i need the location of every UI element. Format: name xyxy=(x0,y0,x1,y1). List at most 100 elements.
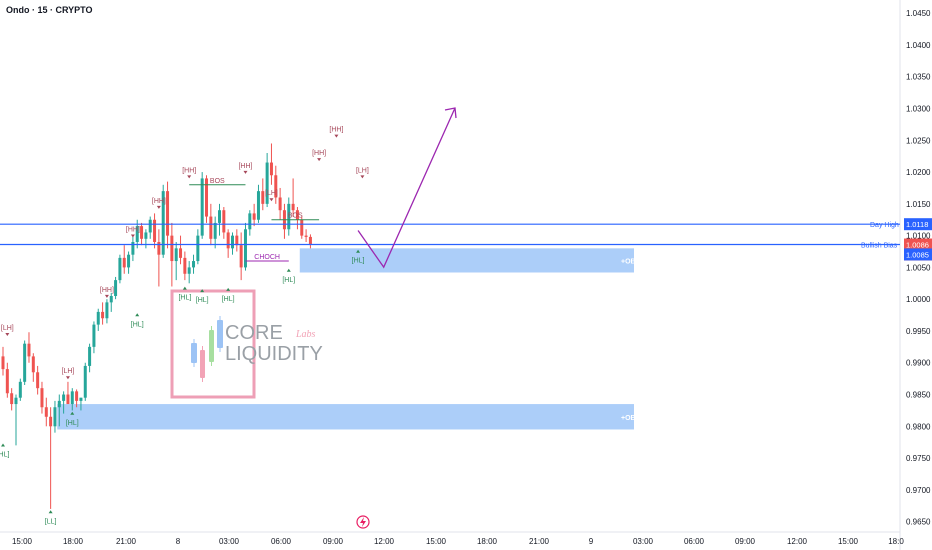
candle-body xyxy=(278,197,282,211)
x-tick-label: 06:00 xyxy=(271,537,292,546)
candle-body xyxy=(114,280,118,297)
x-tick-label: 18:00 xyxy=(63,537,84,546)
candle-body xyxy=(183,257,187,274)
y-tick-label: 1.0100 xyxy=(906,232,931,241)
y-tick-label: 0.9750 xyxy=(906,454,931,463)
candle-body xyxy=(200,178,204,236)
x-tick-label: 03:00 xyxy=(219,537,240,546)
candle-body xyxy=(36,372,40,389)
y-tick-label: 0.9650 xyxy=(906,518,931,527)
structure-label: [LL] xyxy=(45,518,57,525)
level-price-tag xyxy=(904,238,932,251)
candle-body xyxy=(144,232,148,239)
y-tick-label: 1.0000 xyxy=(906,295,931,304)
structure-break-label: BOS xyxy=(288,213,303,220)
x-tick-label: 21:00 xyxy=(116,537,137,546)
candle-body xyxy=(135,226,139,242)
y-tick-label: 1.0050 xyxy=(906,263,931,272)
order-block-zone xyxy=(57,404,635,430)
candle-body xyxy=(14,397,18,405)
candle-body xyxy=(170,235,174,262)
candle-body xyxy=(209,216,213,239)
candle-body xyxy=(243,229,247,268)
y-tick-label: 0.9800 xyxy=(906,422,931,431)
swing-marker xyxy=(360,175,365,179)
candle-body xyxy=(291,203,295,211)
swing-marker xyxy=(104,294,109,298)
swing-marker xyxy=(226,287,231,291)
order-block-label: +OB xyxy=(621,415,636,422)
candle-body xyxy=(131,241,135,255)
candle-body xyxy=(18,381,22,398)
event-icon xyxy=(356,515,370,529)
candle-body xyxy=(187,267,191,274)
candle-body xyxy=(105,302,109,319)
swing-marker xyxy=(70,411,75,415)
swing-marker xyxy=(269,198,274,202)
structure-label: [LH] xyxy=(62,368,75,375)
structure-label: [HL] xyxy=(131,321,144,328)
candle-body xyxy=(274,175,278,198)
candle-body xyxy=(213,222,217,239)
candle-body xyxy=(23,343,27,382)
candle-body xyxy=(196,235,200,262)
y-tick-label: 0.9700 xyxy=(906,486,931,495)
candle-body xyxy=(222,210,226,233)
candle-body xyxy=(118,257,122,281)
candle-body xyxy=(256,191,260,220)
y-tick-label: 1.0350 xyxy=(906,73,931,82)
structure-label: [HL] xyxy=(0,452,9,459)
y-tick-label: 1.0200 xyxy=(906,168,931,177)
swing-marker xyxy=(48,510,53,514)
candle-body xyxy=(96,311,100,325)
candle-body xyxy=(88,346,92,366)
x-tick-label: 15:00 xyxy=(426,537,447,546)
candle-body xyxy=(166,191,170,236)
candle-body xyxy=(235,235,239,246)
y-tick-label: 1.0250 xyxy=(906,136,931,145)
level-name: Bullish Bias xyxy=(861,243,898,250)
structure-label: [HH] xyxy=(182,167,196,174)
candle-body xyxy=(79,397,83,401)
y-tick-label: 1.0150 xyxy=(906,200,931,209)
x-tick-label: 9 xyxy=(589,537,594,546)
level-price-tag-text: 1.0086 xyxy=(906,241,929,250)
x-tick-label: 18:00 xyxy=(477,537,498,546)
swing-marker xyxy=(65,376,70,380)
candle-body xyxy=(140,226,144,239)
candle-body xyxy=(27,343,31,357)
structure-break-label: CHOCH xyxy=(254,254,280,261)
x-tick-label: 09:00 xyxy=(323,537,344,546)
swing-marker xyxy=(130,234,135,238)
y-tick-label: 0.9950 xyxy=(906,327,931,336)
swing-marker xyxy=(182,286,187,290)
swing-marker xyxy=(334,134,339,138)
swing-marker xyxy=(187,175,192,179)
watermark-line2: LIQUIDITY xyxy=(225,343,323,365)
candle-body xyxy=(287,203,291,230)
watermark-candle-icon xyxy=(191,343,197,363)
x-tick-label: 21:00 xyxy=(529,537,550,546)
candle-body xyxy=(295,210,299,220)
candle-body xyxy=(53,407,57,427)
candle-body xyxy=(153,219,157,242)
structure-label: [LH] xyxy=(1,325,14,332)
candle-body xyxy=(248,213,252,230)
x-tick-label: 12:00 xyxy=(374,537,395,546)
x-tick-label: 18:0 xyxy=(888,537,904,546)
candle-body xyxy=(157,241,161,255)
candle-body xyxy=(75,391,79,401)
structure-label: [HH] xyxy=(126,226,140,233)
candle-body xyxy=(269,162,273,176)
candle-body xyxy=(161,191,165,255)
structure-label: [HL] xyxy=(282,277,295,284)
x-tick-label: 03:00 xyxy=(633,537,654,546)
candle-body xyxy=(252,213,256,220)
candle-body xyxy=(304,235,308,237)
swing-marker xyxy=(135,313,140,317)
candle-body xyxy=(148,219,152,233)
structure-label: [LH] xyxy=(265,190,278,197)
candle-body xyxy=(66,394,70,405)
candle-body xyxy=(308,236,312,245)
